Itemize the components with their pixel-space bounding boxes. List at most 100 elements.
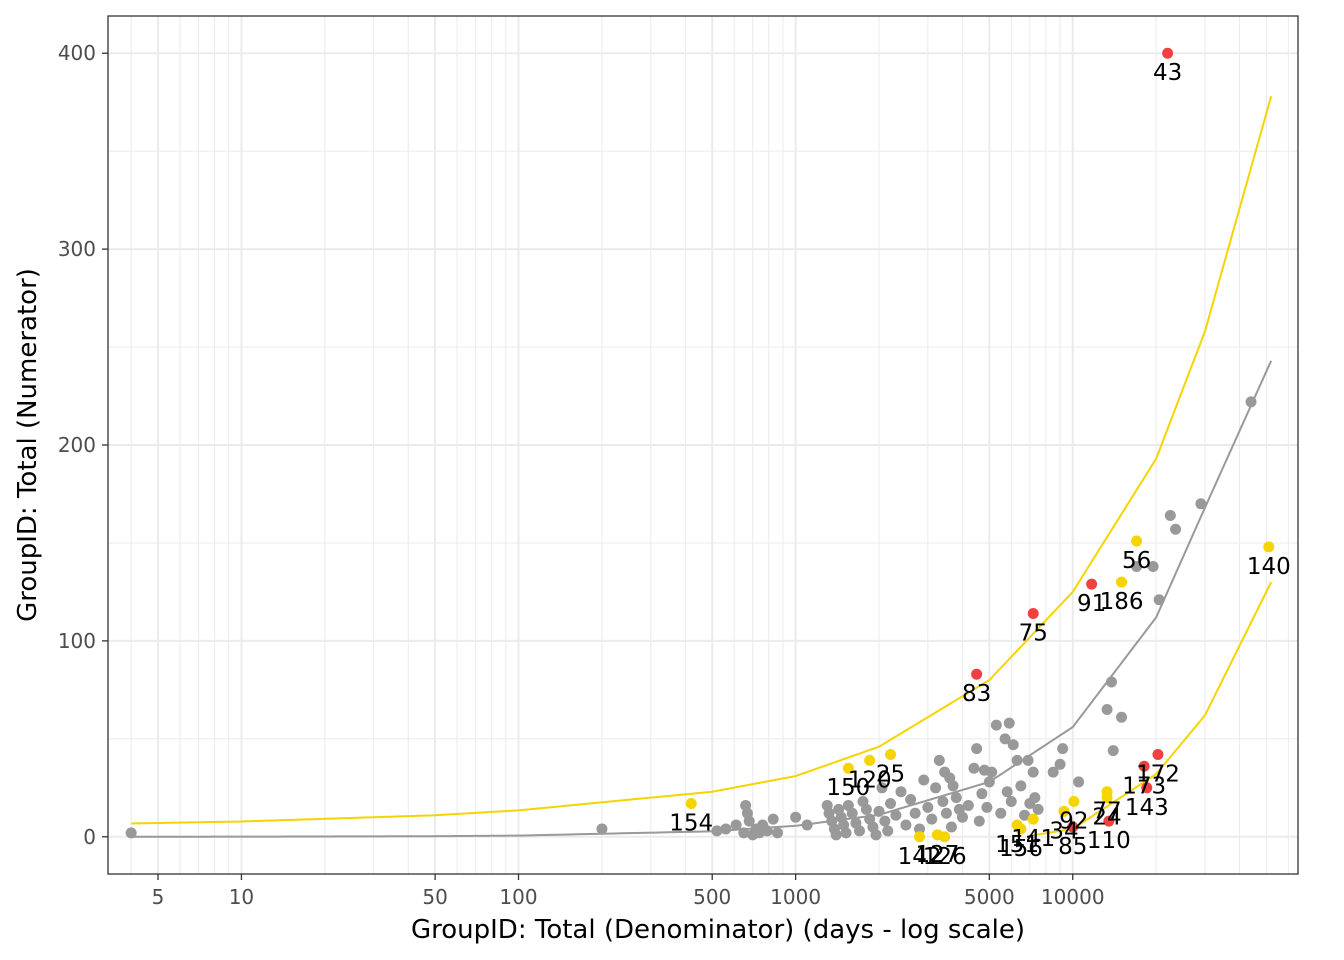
grid-lines bbox=[108, 16, 1298, 874]
data-point-normal bbox=[918, 774, 930, 786]
data-point-normal bbox=[840, 827, 852, 839]
data-point-normal bbox=[876, 782, 888, 794]
data-point-normal bbox=[873, 805, 885, 817]
data-point-normal bbox=[895, 786, 907, 798]
data-point-normal bbox=[1245, 396, 1257, 408]
data-point-warning bbox=[1027, 813, 1039, 825]
data-point-normal bbox=[940, 807, 952, 819]
data-point-normal bbox=[971, 743, 983, 755]
data-point-warning bbox=[1058, 805, 1070, 817]
data-point-flagged bbox=[1138, 760, 1150, 772]
data-point-warning bbox=[842, 762, 854, 774]
curve-upper-bound bbox=[131, 96, 1273, 825]
point-label: 141 bbox=[1011, 826, 1055, 852]
data-point-normal bbox=[1131, 560, 1143, 572]
data-point-normal bbox=[922, 801, 934, 813]
data-point-normal bbox=[1029, 792, 1041, 804]
data-point-normal bbox=[761, 825, 773, 837]
y-tick-label: 400 bbox=[58, 41, 96, 65]
point-label: 173 bbox=[1122, 773, 1166, 799]
data-point-normal bbox=[937, 796, 949, 808]
data-point-flagged bbox=[1141, 782, 1153, 794]
data-point-normal bbox=[1005, 796, 1017, 808]
data-point-normal bbox=[1170, 523, 1182, 535]
data-point-normal bbox=[882, 825, 894, 837]
data-point-normal bbox=[853, 825, 865, 837]
data-point-flagged bbox=[1067, 821, 1079, 833]
data-point-warning bbox=[864, 754, 876, 766]
data-point-normal bbox=[945, 821, 957, 833]
data-point-normal bbox=[976, 788, 988, 800]
data-point-normal bbox=[1011, 754, 1023, 766]
data-point-normal bbox=[926, 813, 938, 825]
data-point-normal bbox=[771, 827, 783, 839]
point-label: 83 bbox=[962, 681, 991, 707]
point-label: 186 bbox=[1100, 589, 1144, 615]
point-label: 151 bbox=[995, 832, 1039, 858]
data-point-normal bbox=[1027, 766, 1039, 778]
data-point-normal bbox=[1147, 560, 1159, 572]
data-point-normal bbox=[1007, 739, 1019, 751]
point-label: 85 bbox=[1058, 834, 1087, 860]
data-point-normal bbox=[1001, 786, 1013, 798]
data-point-normal bbox=[1047, 766, 1059, 778]
data-point-normal bbox=[790, 811, 802, 823]
data-point-warning bbox=[1101, 792, 1113, 804]
data-points bbox=[125, 47, 1275, 843]
data-point-normal bbox=[950, 792, 962, 804]
data-point-warning bbox=[885, 749, 897, 761]
data-point-normal bbox=[947, 780, 959, 792]
x-tick-label: 500 bbox=[693, 885, 731, 909]
x-tick-label: 5 bbox=[152, 885, 165, 909]
data-point-normal bbox=[1015, 780, 1027, 792]
data-point-normal bbox=[1022, 754, 1034, 766]
data-point-normal bbox=[879, 815, 891, 827]
data-point-normal bbox=[909, 807, 921, 819]
data-point-flagged bbox=[1027, 607, 1039, 619]
data-point-normal bbox=[973, 815, 985, 827]
data-point-normal bbox=[999, 733, 1011, 745]
data-point-normal bbox=[981, 801, 993, 813]
data-point-flagged bbox=[1162, 47, 1174, 59]
point-label: 156 bbox=[999, 836, 1043, 862]
data-point-normal bbox=[767, 813, 779, 825]
data-point-normal bbox=[720, 823, 732, 835]
y-tick-label: 200 bbox=[58, 433, 96, 457]
point-label: 91 bbox=[1077, 591, 1106, 617]
y-tick-label: 300 bbox=[58, 237, 96, 261]
data-point-normal bbox=[905, 794, 917, 806]
data-point-normal bbox=[986, 766, 998, 778]
data-point-normal bbox=[860, 803, 872, 815]
data-point-normal bbox=[900, 819, 912, 831]
data-point-normal bbox=[1105, 676, 1117, 688]
data-point-normal bbox=[995, 807, 1007, 819]
point-label: 172 bbox=[1136, 762, 1180, 788]
data-point-warning bbox=[1263, 541, 1275, 553]
data-point-normal bbox=[933, 754, 945, 766]
x-tick-label: 5000 bbox=[964, 885, 1015, 909]
data-point-normal bbox=[1153, 594, 1165, 606]
data-point-warning bbox=[685, 797, 697, 809]
data-point-normal bbox=[870, 829, 882, 841]
x-tick-label: 10000 bbox=[1041, 885, 1105, 909]
data-point-normal bbox=[885, 797, 897, 809]
data-point-warning bbox=[1015, 823, 1027, 835]
data-point-flagged bbox=[1152, 749, 1164, 761]
data-point-warning bbox=[1068, 796, 1080, 808]
data-point-normal bbox=[1032, 803, 1044, 815]
x-tick-label: 100 bbox=[499, 885, 537, 909]
data-point-normal bbox=[930, 782, 942, 794]
data-point-normal bbox=[596, 823, 608, 835]
data-point-normal bbox=[711, 825, 723, 837]
point-label: 110 bbox=[1087, 828, 1131, 854]
data-point-normal bbox=[1003, 717, 1015, 729]
data-point-normal bbox=[1054, 758, 1066, 770]
curve-lower-bound bbox=[1029, 581, 1273, 837]
data-point-normal bbox=[830, 829, 842, 841]
point-label: 150 bbox=[826, 775, 870, 801]
data-point-normal bbox=[1195, 498, 1207, 510]
point-label: 56 bbox=[1122, 548, 1151, 574]
data-point-warning bbox=[914, 831, 926, 843]
point-label: 92 bbox=[1059, 809, 1088, 835]
